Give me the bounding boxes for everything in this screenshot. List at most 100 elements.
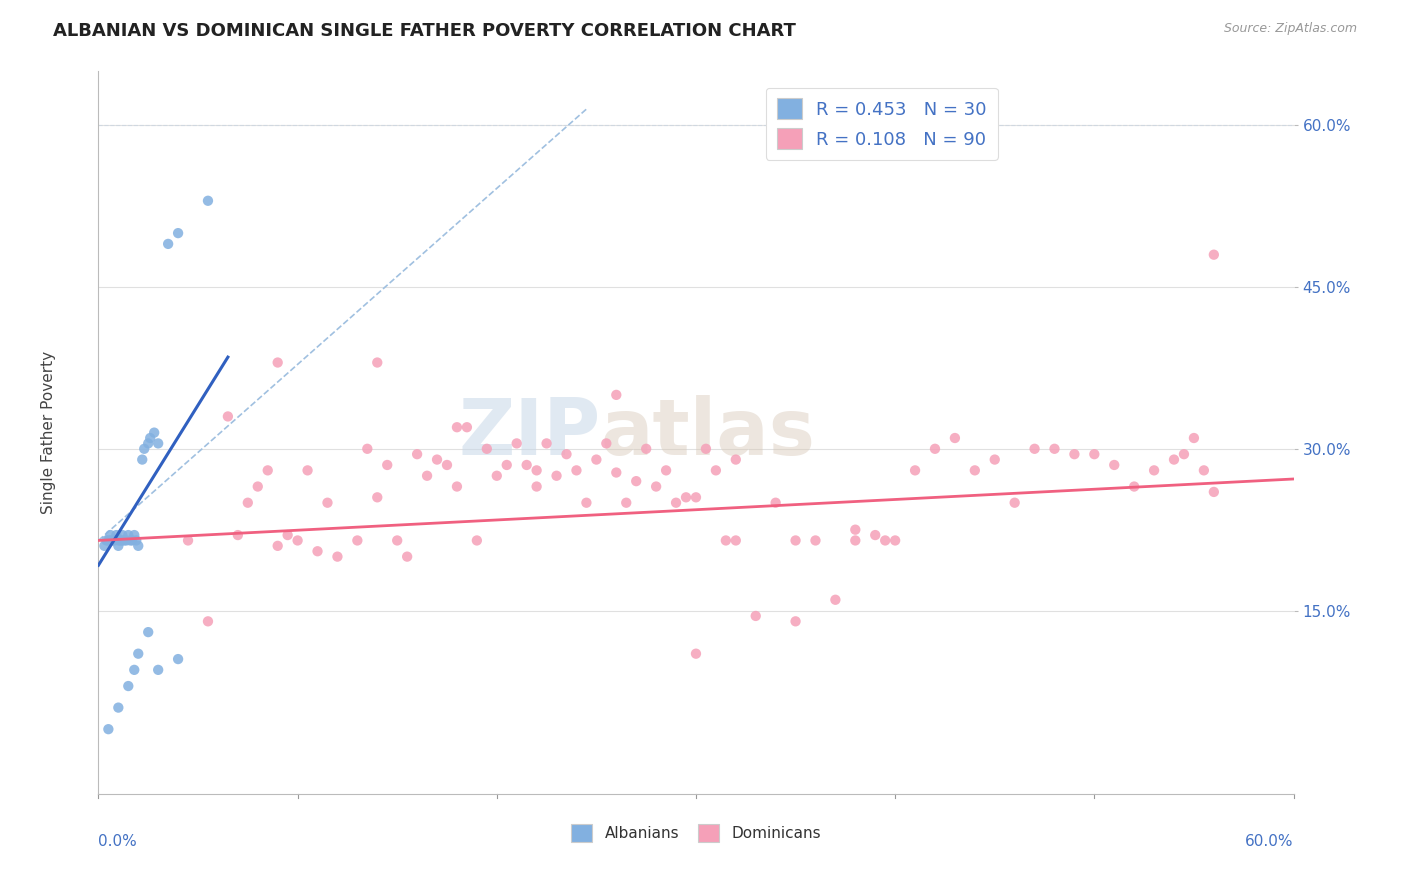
Point (385, 533, 409, 548)
Point (120, 533, 142, 548)
Point (136, 436, 159, 450)
Point (1202, 484, 1225, 499)
Point (148, 663, 170, 677)
Point (366, 491, 388, 505)
Point (101, 533, 124, 548)
Point (475, 442, 498, 456)
Point (416, 468, 439, 483)
Text: Source: ZipAtlas.com: Source: ZipAtlas.com (1223, 22, 1357, 36)
Point (98, 533, 122, 548)
Legend: Albanians, Dominicans: Albanians, Dominicans (565, 818, 827, 847)
Point (685, 647, 707, 661)
Point (704, 463, 727, 477)
Point (1104, 458, 1126, 472)
Point (110, 533, 132, 548)
Point (277, 528, 299, 542)
Point (645, 479, 668, 493)
Point (124, 528, 146, 542)
Point (943, 431, 966, 445)
Point (127, 647, 149, 661)
Point (485, 468, 508, 483)
Point (426, 452, 449, 467)
Point (97, 722, 120, 736)
Point (297, 463, 319, 477)
Point (595, 436, 617, 450)
Point (366, 355, 388, 369)
Point (1043, 442, 1066, 456)
Point (139, 431, 162, 445)
Point (456, 420, 478, 434)
Point (177, 533, 200, 548)
Point (844, 523, 866, 537)
Point (1063, 447, 1085, 461)
Point (143, 425, 166, 440)
Point (526, 463, 548, 477)
Point (256, 463, 278, 477)
Point (844, 533, 866, 548)
Point (103, 533, 125, 548)
Point (875, 533, 897, 548)
Point (785, 615, 807, 629)
Point (115, 533, 138, 548)
Point (356, 442, 378, 456)
Point (665, 496, 688, 510)
Point (226, 528, 249, 542)
Point (287, 533, 309, 548)
Point (506, 436, 529, 450)
Point (136, 625, 159, 640)
Point (785, 533, 807, 548)
Text: 60.0%: 60.0% (1246, 834, 1294, 848)
Point (546, 468, 568, 483)
Point (148, 436, 170, 450)
Point (585, 452, 607, 467)
Point (375, 458, 398, 472)
Point (1083, 447, 1105, 461)
Point (111, 528, 134, 542)
Point (685, 491, 707, 505)
Point (516, 458, 538, 472)
Point (197, 615, 219, 629)
Point (655, 463, 678, 477)
Point (1024, 442, 1046, 456)
Point (565, 463, 588, 477)
Point (124, 663, 146, 677)
Point (436, 458, 458, 472)
Point (236, 496, 259, 510)
Point (134, 442, 156, 456)
Point (125, 533, 148, 548)
Point (112, 533, 135, 548)
Point (246, 479, 269, 493)
Point (1202, 248, 1225, 262)
Point (924, 442, 946, 456)
Point (714, 533, 737, 548)
Point (107, 700, 129, 714)
Point (636, 442, 658, 456)
Point (614, 496, 637, 510)
Point (575, 496, 598, 510)
Point (1163, 452, 1185, 467)
Point (167, 652, 190, 666)
Point (1143, 463, 1166, 477)
Point (217, 409, 239, 424)
Point (724, 452, 747, 467)
Point (675, 491, 697, 505)
Point (465, 533, 488, 548)
Point (117, 679, 139, 693)
Point (107, 539, 129, 553)
Point (724, 533, 747, 548)
Point (97, 533, 120, 548)
Point (197, 194, 219, 208)
Point (824, 592, 846, 607)
Point (804, 533, 827, 548)
Point (326, 549, 349, 564)
Point (495, 458, 517, 472)
Point (267, 355, 290, 369)
Point (765, 496, 787, 510)
Point (626, 474, 648, 488)
Point (555, 447, 578, 461)
Point (96, 533, 118, 548)
Point (267, 539, 290, 553)
Point (605, 388, 627, 402)
Point (884, 533, 907, 548)
Point (446, 420, 468, 434)
